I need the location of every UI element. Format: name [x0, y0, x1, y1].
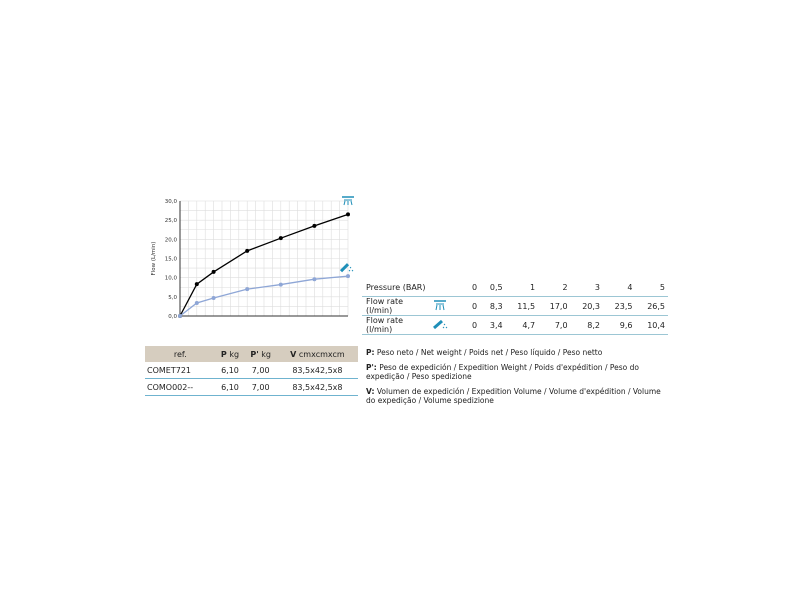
- shower-head-icon: [429, 296, 465, 316]
- y-tick-label: 15,0: [165, 257, 178, 263]
- data-point: [278, 282, 283, 287]
- cell: 2: [538, 278, 571, 297]
- cell: 23,5: [603, 296, 636, 316]
- data-point: [312, 277, 317, 282]
- table-row: Flow rate (l/min) 0 3,4 4,7 7,0 8,2 9,6 10,4: [362, 315, 668, 335]
- weight-table: ref. P kg P' kg V cmxcmxcm COMET721 6,10 7…: [145, 346, 358, 396]
- table-row: Flow rate (l/min) 0 8,3 11,5 17,0 20,3 23,5 26…: [362, 296, 668, 316]
- table-row: COMO002-- 6,10 7,00 83,5x42,5x8: [145, 378, 358, 396]
- note: P': Peso de expedición / Expedition Weig…: [366, 363, 639, 381]
- data-point: [346, 212, 350, 217]
- row-label: Flow rate (l/min): [362, 315, 429, 335]
- y-tick-label: 5,0: [168, 295, 177, 301]
- cell: 3,4: [480, 315, 506, 335]
- cell: 83,5x42,5x8: [276, 378, 358, 396]
- legend-notes: P: Peso neto / Net weight / Poids net / …: [366, 348, 666, 411]
- y-axis-label: Flow (L/min): [151, 242, 157, 276]
- data-point: [346, 274, 350, 279]
- cell: 7,00: [244, 378, 277, 396]
- data-point: [245, 287, 250, 292]
- data-point: [245, 248, 250, 253]
- data-point: [194, 300, 199, 305]
- hand-shower-icon: [339, 263, 354, 273]
- cell: 83,5x42,5x8: [276, 362, 358, 379]
- cell: 5: [635, 278, 668, 297]
- y-tick-label: 10,0: [165, 276, 178, 282]
- y-tick-label: 30,0: [165, 199, 178, 205]
- cell: 1: [505, 278, 539, 297]
- data-point: [194, 282, 199, 287]
- p-header: P kg: [215, 346, 245, 362]
- cell: 17,0: [538, 296, 571, 316]
- cell: 6,10: [215, 378, 245, 396]
- cell: 10,4: [635, 315, 668, 335]
- data-point: [211, 269, 216, 274]
- hand-shower-icon: [429, 315, 465, 335]
- cell: 8,2: [570, 315, 604, 335]
- table-row: COMET721 6,10 7,00 83,5x42,5x8: [145, 362, 358, 379]
- cell: 0: [465, 296, 481, 316]
- flow-chart: 0,00,51,01,52,02,53,03,54,04,55,00,05,01…: [151, 196, 354, 320]
- cell: 0: [465, 278, 481, 297]
- cell: 7,0: [538, 315, 571, 335]
- table-header: ref. P kg P' kg V cmxcmxcm: [145, 346, 358, 362]
- cell: 26,5: [635, 296, 668, 316]
- cell: 4,7: [505, 315, 539, 335]
- ref-header: ref.: [145, 346, 216, 362]
- y-tick-label: 25,0: [165, 218, 178, 224]
- pressure-header: Pressure (BAR): [362, 278, 429, 297]
- cell: COMET721: [145, 362, 216, 379]
- cell: 4: [603, 278, 636, 297]
- cell: 9,6: [603, 315, 636, 335]
- data-point: [278, 236, 283, 241]
- cell: 0,5: [480, 278, 506, 297]
- note: V: Volumen de expedición / Expedition Vo…: [366, 387, 661, 405]
- row-label: Flow rate (l/min): [362, 296, 429, 316]
- v-header: V cmxcmxcm: [276, 346, 358, 362]
- cell: 11,5: [505, 296, 539, 316]
- cell: COMO002--: [145, 378, 216, 396]
- cell: 3: [570, 278, 604, 297]
- data-point: [312, 223, 317, 228]
- data-point: [211, 295, 216, 300]
- shower-head-icon: [342, 196, 354, 206]
- cell: 8,3: [480, 296, 506, 316]
- cell: 0: [465, 315, 481, 335]
- cell: 20,3: [570, 296, 604, 316]
- flow-table: Pressure (BAR) 0 0,5 1 2 3 4 5 Flow rate (l/mi…: [362, 278, 668, 335]
- y-tick-label: 0,0: [168, 314, 177, 320]
- pp-header: P' kg: [244, 346, 277, 362]
- y-tick-label: 20,0: [165, 237, 178, 243]
- table-row: Pressure (BAR) 0 0,5 1 2 3 4 5: [362, 278, 668, 297]
- note: P: Peso neto / Net weight / Poids net / …: [366, 348, 603, 357]
- cell: 6,10: [215, 362, 245, 379]
- data-point: [178, 314, 182, 318]
- cell: 7,00: [244, 362, 277, 379]
